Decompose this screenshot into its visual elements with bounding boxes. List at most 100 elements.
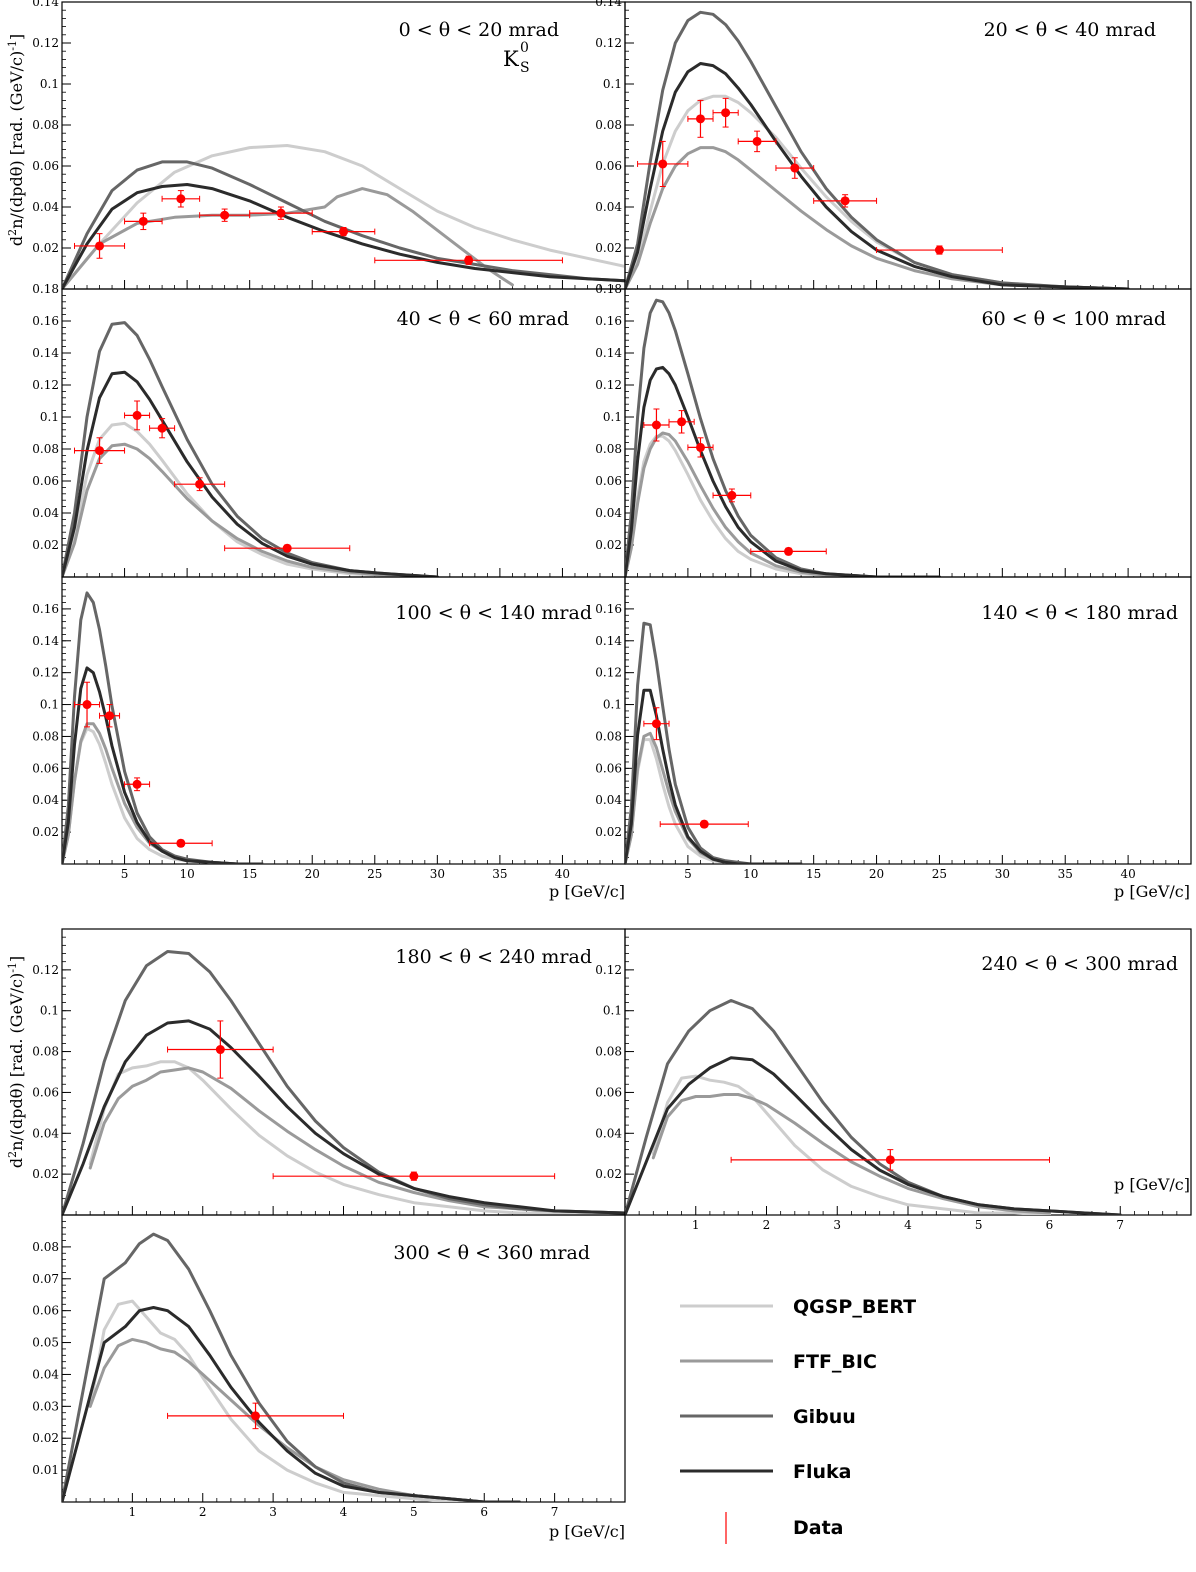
data-point xyxy=(737,130,777,153)
x-tick-label: 1 xyxy=(129,1505,137,1519)
data-point xyxy=(311,227,376,237)
panel-title: 20 < θ < 40 mrad xyxy=(984,19,1156,41)
x-axis-label: p [GeV/c] xyxy=(549,882,625,901)
x-tick-label: 5 xyxy=(684,867,692,881)
y-tick-label: 0.02 xyxy=(595,825,622,839)
data-marker xyxy=(695,114,705,124)
x-tick-label: 20 xyxy=(305,867,320,881)
data-marker xyxy=(132,779,142,789)
y-tick-label: 0.1 xyxy=(603,77,622,91)
data-point xyxy=(750,546,827,556)
panel-title: 300 < θ < 360 mrad xyxy=(393,1242,590,1264)
y-tick-label: 0.02 xyxy=(595,1167,622,1181)
data-point xyxy=(876,245,1003,255)
y-tick-label: 0.12 xyxy=(32,963,59,977)
data-marker xyxy=(95,241,105,251)
y-tick-label: 0.04 xyxy=(32,506,59,520)
y-tick-label: 0.14 xyxy=(32,346,59,360)
data-point xyxy=(643,707,670,741)
series-gibuu xyxy=(625,999,1122,1215)
x-tick-label: 2 xyxy=(763,1218,771,1232)
x-tick-label: 3 xyxy=(269,1505,277,1519)
series-fluka xyxy=(625,365,941,577)
data-point xyxy=(637,140,689,187)
y-tick-label: 0.08 xyxy=(32,442,59,456)
y-tick-label: 0.04 xyxy=(595,793,622,807)
plot-frame xyxy=(61,928,626,1216)
series-fluka xyxy=(625,1056,1122,1215)
y-tick-label: 0.02 xyxy=(32,825,59,839)
data-marker xyxy=(464,255,474,265)
x-tick-label: 20 xyxy=(869,867,884,881)
data-point xyxy=(272,1171,556,1181)
x-tick-label: 4 xyxy=(340,1505,348,1519)
data-point xyxy=(74,437,126,464)
y-tick-label: 0.08 xyxy=(595,1045,622,1059)
x-tick-label: 5 xyxy=(975,1218,983,1232)
y-tick-label: 0.06 xyxy=(595,761,622,775)
series-qgsp-bert xyxy=(88,1060,625,1215)
y-tick-label: 0.04 xyxy=(595,1126,622,1140)
series-gibuu xyxy=(625,298,941,577)
x-tick-label: 7 xyxy=(1116,1218,1124,1232)
data-marker xyxy=(215,1045,225,1055)
series-fluka xyxy=(62,183,625,289)
data-point xyxy=(74,233,126,259)
x-tick-label: 3 xyxy=(833,1218,841,1232)
series-fluka xyxy=(62,1306,521,1502)
series-qgsp-bert xyxy=(651,1074,1051,1215)
y-tick-label: 0.04 xyxy=(32,1126,59,1140)
y-tick-label: 0.12 xyxy=(32,378,59,392)
panel-1: 0.02 0.04 0.06 0.08 0.1 0.12 0.14 0 < θ < 20 mr… xyxy=(32,0,626,290)
x-tick-label: 10 xyxy=(179,867,194,881)
x-tick-label: 7 xyxy=(551,1505,559,1519)
data-marker xyxy=(95,446,105,456)
series-group xyxy=(625,10,1130,289)
data-marker xyxy=(651,420,661,430)
panel-9: 0.01 0.02 0.03 0.04 0.05 0.06 0.07 0.08 1 2 3 4 5 6 7 3… xyxy=(32,1214,626,1541)
y-tick-label: 0.1 xyxy=(40,410,59,424)
series-fluka xyxy=(62,666,264,864)
data-marker xyxy=(752,136,762,146)
y-tick-label: 0.16 xyxy=(595,314,622,328)
series-group xyxy=(625,298,941,577)
y-axis-title-top: d2n/(dpdθ) [rad. (GeV/c)-1] xyxy=(6,34,27,246)
series-group xyxy=(625,621,803,864)
y-tick-label: 0.16 xyxy=(32,602,59,616)
y-tick-label: 0.1 xyxy=(603,698,622,712)
series-fluka xyxy=(625,62,1130,289)
particle-label-sub: S xyxy=(520,60,530,76)
data-point xyxy=(224,543,351,553)
x-tick-label: 35 xyxy=(492,867,507,881)
data-point xyxy=(730,1149,1050,1171)
series-fluka xyxy=(625,688,803,864)
x-tick-label: 6 xyxy=(480,1505,488,1519)
x-tick-label: 30 xyxy=(430,867,445,881)
x-tick-label: 25 xyxy=(932,867,947,881)
data-point xyxy=(199,208,251,222)
y-tick-label: 0.12 xyxy=(595,378,622,392)
data-marker xyxy=(105,711,115,721)
x-axis-label: p [GeV/c] xyxy=(1114,1175,1190,1194)
plot-frame xyxy=(624,576,1192,865)
x-axis-label: p [GeV/c] xyxy=(1114,882,1190,901)
data-point xyxy=(659,819,749,829)
data-marker xyxy=(934,245,944,255)
series-gibuu xyxy=(62,1232,521,1502)
series-ftf-bic xyxy=(651,1093,1051,1215)
data-marker xyxy=(721,108,731,118)
data-point xyxy=(149,418,176,439)
x-tick-label: 15 xyxy=(806,867,821,881)
y-tick-label: 0.12 xyxy=(595,36,622,50)
data-marker xyxy=(699,819,709,829)
y-tick-label: 0.02 xyxy=(32,1431,59,1445)
legend-label-ftf-bic: FTF_BIC xyxy=(793,1351,877,1373)
data-marker xyxy=(282,543,292,553)
data-point xyxy=(643,408,670,442)
y-tick-label: 0.05 xyxy=(32,1336,59,1350)
y-tick-label: 0.04 xyxy=(595,506,622,520)
x-tick-label: 5 xyxy=(121,867,129,881)
data-point xyxy=(775,157,815,179)
y-tick-label: 0.01 xyxy=(32,1463,59,1477)
